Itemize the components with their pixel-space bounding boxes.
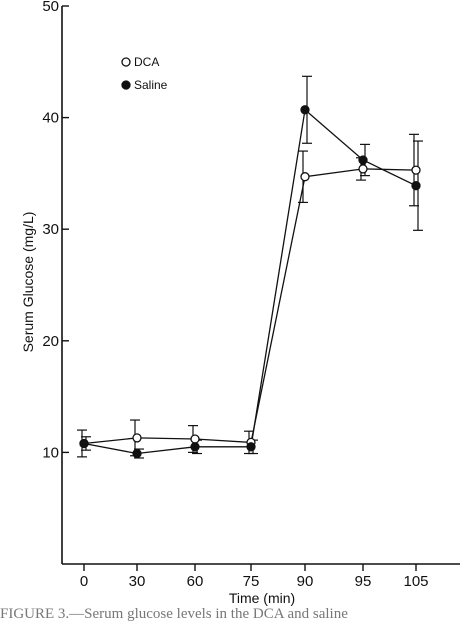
point-dca-60 (190, 434, 200, 444)
point-dca-30 (132, 433, 142, 443)
point-saline-60 (190, 442, 200, 452)
legend-label-dca: DCA (134, 55, 159, 69)
point-saline-105 (411, 181, 421, 191)
point-saline-95 (358, 155, 368, 165)
x-tick-label-0: 0 (80, 573, 88, 590)
legend-marker-dca (121, 57, 131, 67)
x-tick-label-105: 105 (403, 573, 428, 590)
legend-marker-saline (121, 80, 131, 90)
y-tick-label-10: 10 (42, 444, 59, 461)
x-tick-label-30: 30 (129, 573, 146, 590)
series-layer (77, 75, 423, 459)
legend-entry-dca: DCA (121, 55, 159, 69)
point-saline-90 (300, 105, 310, 115)
point-saline-0 (79, 438, 89, 449)
axes: 10 20 30 40 50 0 30 60 75 90 95 105 (42, 0, 460, 590)
legend-entry-saline: Saline (121, 78, 168, 92)
x-tick-label-90: 90 (297, 573, 314, 590)
legend: DCA Saline (121, 55, 168, 92)
legend-label-saline: Saline (134, 78, 168, 92)
x-axis-title: Time (min) (229, 590, 295, 606)
point-saline-30 (132, 448, 142, 459)
x-tick-label-75: 75 (243, 573, 260, 590)
point-dca-95 (358, 164, 368, 174)
chart: 10 20 30 40 50 0 30 60 75 90 95 105 DCA Saline Serum… (20, 0, 460, 606)
x-tick-label-60: 60 (187, 573, 204, 590)
series-line-dca (83, 168, 417, 445)
point-saline-75 (246, 442, 256, 452)
y-tick-label-30: 30 (42, 221, 59, 238)
point-dca-90 (300, 172, 310, 182)
y-tick-label-20: 20 (42, 333, 59, 350)
point-dca-105 (411, 165, 421, 175)
y-tick-label-40: 40 (42, 110, 59, 127)
figure-caption: FIGURE 3.—Serum glucose levels in the DC… (0, 606, 348, 622)
y-tick-label-50: 50 (42, 0, 59, 15)
x-tick-label-95: 95 (355, 573, 372, 590)
y-axis-title: Serum Glucose (mg/L) (20, 212, 36, 353)
